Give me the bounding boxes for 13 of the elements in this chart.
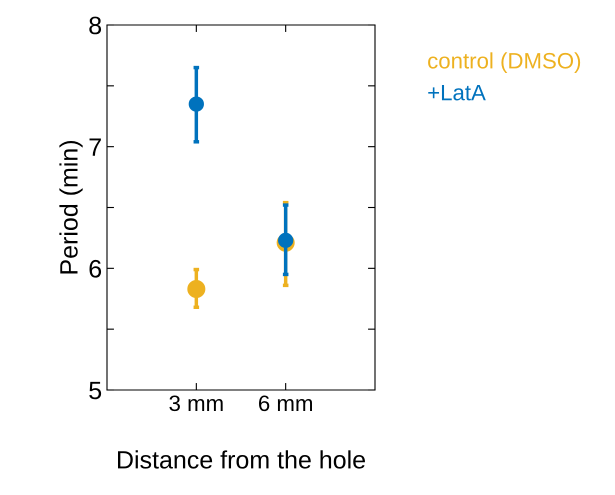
point bbox=[188, 96, 204, 112]
point bbox=[187, 280, 206, 298]
x-tick-label: 6 mm bbox=[259, 395, 312, 412]
y-tick-label: 5 bbox=[89, 382, 102, 400]
y-tick-label: 7 bbox=[90, 138, 101, 156]
y-tick-label: 8 bbox=[89, 16, 102, 34]
y-tick-label: 6 bbox=[90, 260, 102, 278]
y-axis-title: Period (min) bbox=[59, 140, 83, 274]
text: control (DMSO) bbox=[428, 52, 580, 74]
point bbox=[278, 232, 294, 248]
text: +LatA bbox=[428, 84, 486, 100]
x-tick-label: 3 mm bbox=[169, 395, 223, 412]
x-axis-title: Distance from the hole bbox=[118, 450, 365, 469]
